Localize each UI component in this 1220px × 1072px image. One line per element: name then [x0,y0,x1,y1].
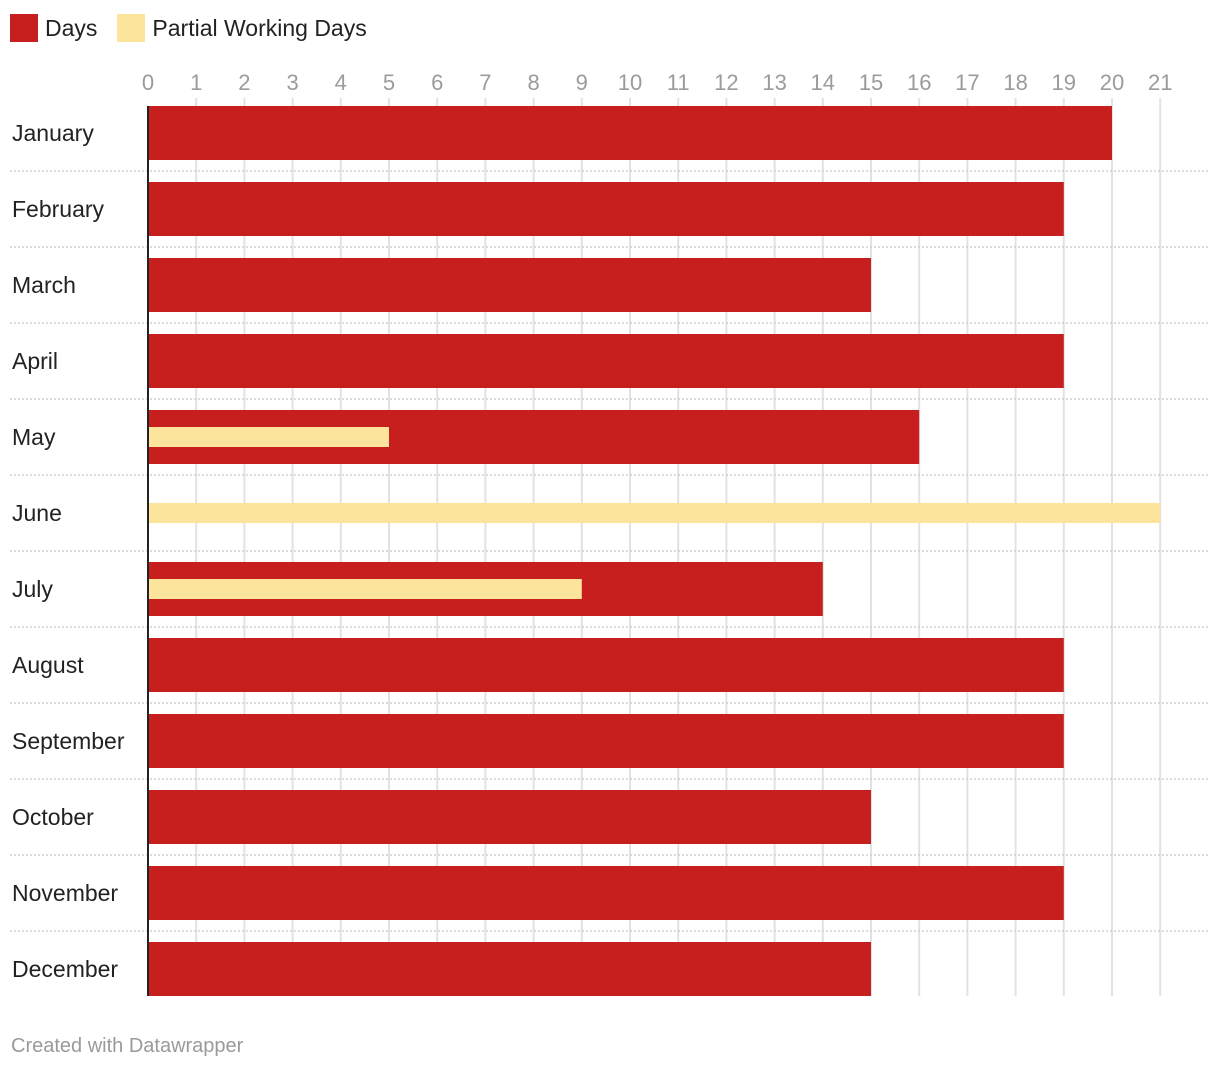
tick-label-0: 0 [142,70,154,95]
bar-days-august [148,638,1064,692]
tick-label-13: 13 [762,70,786,95]
bar-days-november [148,866,1064,920]
bars [148,106,1161,996]
category-label-november: November [12,880,118,906]
bar-days-april [148,334,1064,388]
bar-days-september [148,714,1064,768]
tick-label-7: 7 [479,70,491,95]
category-label-march: March [12,272,76,298]
category-labels: January February March April May June July Augu… [12,120,125,982]
tick-label-5: 5 [383,70,395,95]
legend-item-days: Days [10,14,97,42]
bar-days-october [148,790,871,844]
tick-label-14: 14 [811,70,835,95]
tick-label-8: 8 [527,70,539,95]
bar-partial-working-days-june [148,503,1161,523]
category-label-september: September [12,728,125,754]
grid-lines [195,98,1162,996]
legend-label-partial-working-days: Partial Working Days [152,14,367,41]
tick-label-16: 16 [907,70,931,95]
legend-item-partial-working-days: Partial Working Days [117,14,367,42]
bar-days-february [148,182,1064,236]
tick-label-11: 11 [667,70,690,95]
x-axis-ticks: 0 1 2 3 4 5 6 7 8 9 10 11 12 13 14 15 16 17 18 19 20 21 [142,70,1173,95]
tick-label-18: 18 [1003,70,1027,95]
bar-days-march [148,258,871,312]
footer-credit: Created with Datawrapper [11,1035,244,1057]
legend-swatch-partial-working-days [117,14,146,42]
legend-swatch-days [10,14,38,42]
tick-label-1: 1 [190,70,202,95]
bar-partial-working-days-may [148,427,389,447]
tick-label-20: 20 [1100,70,1124,95]
category-label-january: January [12,120,94,146]
tick-label-19: 19 [1052,70,1076,95]
tick-label-2: 2 [238,70,250,95]
category-label-april: April [12,348,58,374]
tick-label-6: 6 [431,70,443,95]
tick-label-9: 9 [576,70,588,95]
bar-days-december [148,942,871,996]
legend-label-days: Days [45,14,98,41]
tick-label-17: 17 [955,70,979,95]
category-label-august: August [12,652,84,678]
category-label-july: July [12,576,53,602]
legend: Days Partial Working Days [10,13,387,43]
category-label-may: May [12,424,56,450]
tick-label-10: 10 [618,70,642,95]
tick-label-12: 12 [714,70,738,95]
bar-days-january [148,106,1112,160]
category-label-october: October [12,804,94,830]
tick-label-21: 21 [1148,70,1172,95]
category-label-december: December [12,956,118,982]
tick-label-4: 4 [335,70,347,95]
tick-label-3: 3 [286,70,298,95]
category-label-june: June [12,500,62,526]
category-label-february: February [12,196,105,222]
bar-partial-working-days-july [148,579,582,599]
tick-label-15: 15 [859,70,883,95]
